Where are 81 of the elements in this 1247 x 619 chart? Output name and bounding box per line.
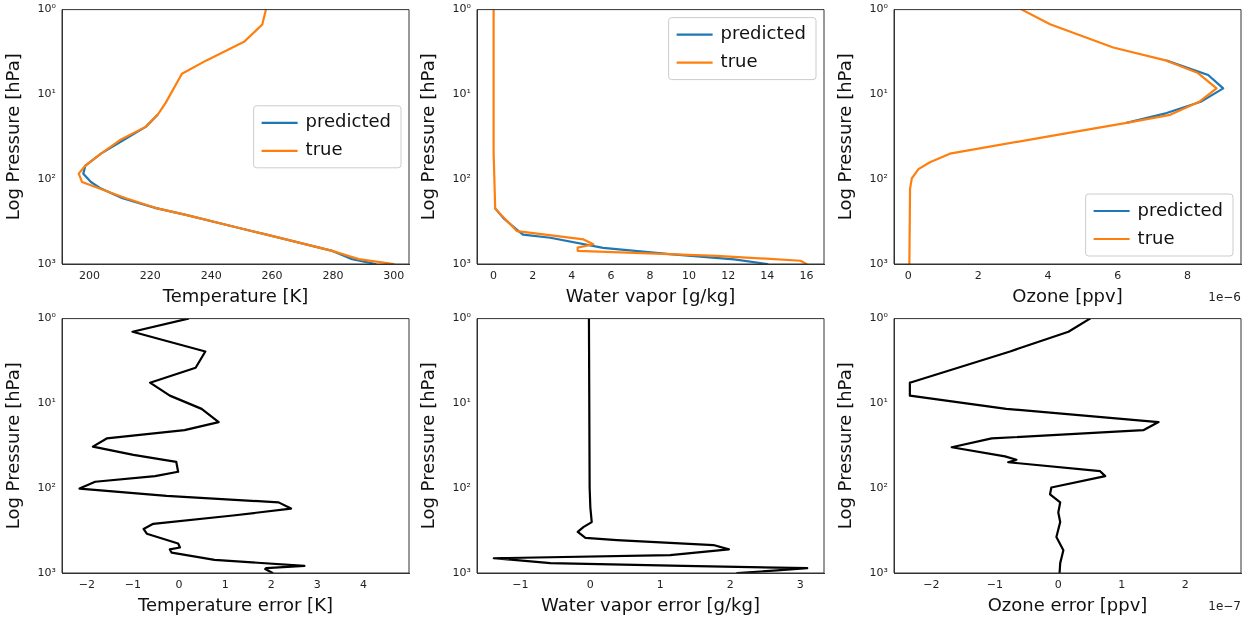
text: 1e−7 xyxy=(1208,599,1241,614)
x-tick-label: 0 xyxy=(1054,578,1062,592)
x-tick-label: −2 xyxy=(923,578,940,592)
x-tick-label: 0 xyxy=(904,269,912,283)
x-tick-label: 2 xyxy=(1181,578,1189,592)
legend-label: predicted xyxy=(305,110,391,132)
x-tick-label: 2 xyxy=(529,269,537,283)
legend-label: true xyxy=(1137,226,1175,248)
y-tick-label: 10³ xyxy=(869,256,888,270)
x-tick-label: 240 xyxy=(200,269,222,283)
y-axis-title: Log Pressure [hPa] xyxy=(417,362,439,530)
x-tick-label: 12 xyxy=(721,269,736,283)
legend-label: true xyxy=(720,50,758,72)
x-tick-label: 4 xyxy=(568,269,576,283)
x-tick-label: 260 xyxy=(261,269,283,283)
x-axis-title: Water vapor [g/kg] xyxy=(565,284,736,306)
y-axis-title: Log Pressure [hPa] xyxy=(834,53,856,221)
y-tick-label: 10² xyxy=(37,172,56,186)
y-axis-title: Log Pressure [hPa] xyxy=(417,53,439,221)
y-tick-label: 10⁰ xyxy=(869,311,889,325)
x-tick-label: 6 xyxy=(1114,269,1122,283)
y-axis-title: Log Pressure [hPa] xyxy=(834,362,856,530)
x-tick-label: 3 xyxy=(313,578,321,592)
x-tick-label: 300 xyxy=(383,269,405,283)
x-tick-label: −1 xyxy=(124,578,142,592)
y-tick-label: 10² xyxy=(869,172,888,186)
x-tick-label: 16 xyxy=(799,269,814,283)
x-tick-label: 2 xyxy=(267,578,275,592)
y-tick-label: 10¹ xyxy=(37,87,56,101)
y-axis-title: Log Pressure [hPa] xyxy=(2,53,24,221)
x-tick-label: 200 xyxy=(78,269,100,283)
legend-label: predicted xyxy=(720,22,806,44)
y-tick-label: 10³ xyxy=(869,565,888,579)
y-tick-label: 10³ xyxy=(452,256,471,270)
y-tick-label: 10² xyxy=(452,172,471,186)
x-axis-title: Water vapor error [g/kg] xyxy=(541,593,760,615)
x-tick-label: 4 xyxy=(1044,269,1052,283)
y-tick-label: 10³ xyxy=(37,256,56,270)
x-tick-label: 3 xyxy=(796,578,804,592)
y-tick-label: 10² xyxy=(452,481,471,495)
x-axis-title: Ozone [ppv] xyxy=(1012,284,1123,306)
y-tick-label: 10¹ xyxy=(869,87,888,101)
x-tick-label: 8 xyxy=(1184,269,1192,283)
x-tick-label: 10 xyxy=(682,269,697,283)
x-tick-label: 1 xyxy=(221,578,229,592)
x-tick-label: 2 xyxy=(726,578,734,592)
y-tick-label: 10¹ xyxy=(37,396,56,410)
y-tick-label: 10¹ xyxy=(869,396,888,410)
x-tick-label: 0 xyxy=(586,578,594,592)
legend-label: true xyxy=(305,138,343,160)
y-tick-label: 10⁰ xyxy=(37,311,57,325)
x-tick-label: 6 xyxy=(607,269,615,283)
legend-label: predicted xyxy=(1137,198,1223,220)
x-axis-title: Temperature [K] xyxy=(161,284,309,306)
x-tick-label: 8 xyxy=(646,269,654,283)
x-tick-label: 14 xyxy=(760,269,775,283)
text: 1e−6 xyxy=(1208,290,1241,305)
y-tick-label: 10⁰ xyxy=(869,2,889,16)
y-tick-label: 10¹ xyxy=(452,396,471,410)
x-tick-label: 280 xyxy=(322,269,344,283)
x-tick-label: 0 xyxy=(490,269,498,283)
y-tick-label: 10⁰ xyxy=(452,2,472,16)
y-tick-label: 10⁰ xyxy=(452,311,472,325)
x-tick-label: 1 xyxy=(656,578,664,592)
y-tick-label: 10² xyxy=(869,481,888,495)
x-tick-label: 0 xyxy=(175,578,183,592)
x-tick-label: 4 xyxy=(359,578,367,592)
y-tick-label: 10³ xyxy=(452,565,471,579)
x-tick-label: 1 xyxy=(1118,578,1126,592)
x-tick-label: 2 xyxy=(974,269,982,283)
x-tick-label: 220 xyxy=(139,269,161,283)
x-axis-title: Ozone error [ppv] xyxy=(987,593,1148,615)
x-axis-title: Temperature error [K] xyxy=(137,593,333,615)
x-tick-label: −2 xyxy=(78,578,95,592)
y-tick-label: 10³ xyxy=(37,565,56,579)
x-tick-label: −1 xyxy=(512,578,529,592)
y-tick-label: 10⁰ xyxy=(37,2,57,16)
y-tick-label: 10¹ xyxy=(452,87,471,101)
y-axis-title: Log Pressure [hPa] xyxy=(2,362,24,530)
x-tick-label: −1 xyxy=(986,578,1003,592)
y-tick-label: 10² xyxy=(37,481,56,495)
